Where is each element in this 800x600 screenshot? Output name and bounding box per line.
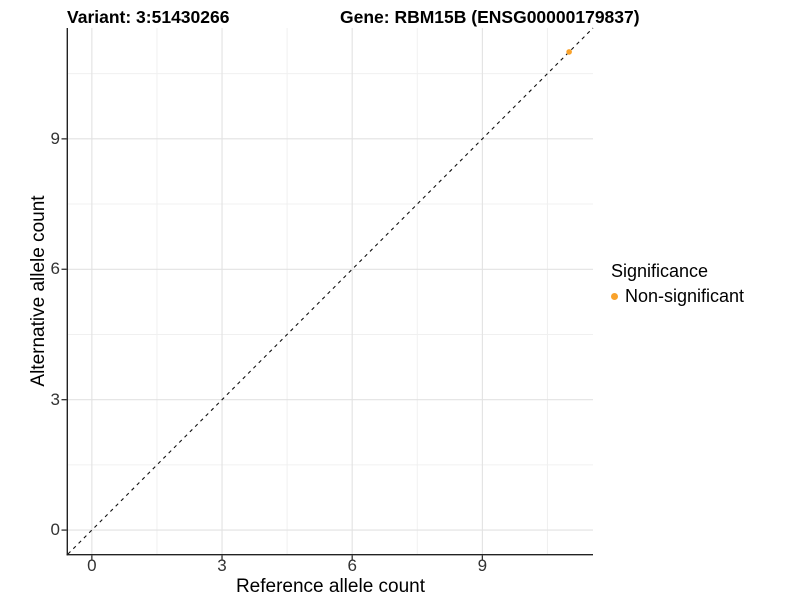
x-axis-title: Reference allele count (235, 576, 426, 597)
plot-panel (61, 27, 594, 561)
y-axis-title: Alternative allele count (28, 195, 49, 387)
legend: Significance Non-significant (611, 261, 744, 307)
point-marker-icon (611, 293, 618, 300)
x-tick-label: 3 (217, 556, 227, 575)
x-tick-label: 9 (477, 556, 488, 575)
y-tick-label: 6 (50, 259, 60, 279)
data-point (566, 49, 572, 55)
legend-item-label: Non-significant (625, 286, 745, 306)
identity-line (67, 27, 594, 555)
y-tick-label: 3 (50, 389, 60, 409)
y-axis-tick-labels: 0 3 6 9 (0, 28, 60, 554)
x-tick-label: 6 (347, 556, 357, 575)
y-tick-label: 9 (50, 128, 60, 148)
y-tick-label: 0 (50, 520, 60, 540)
legend-item: Non-significant (611, 286, 744, 307)
variant-title: Variant: 3:51430266 (67, 7, 230, 27)
x-axis-tick-labels: 0 3 6 9 (68, 556, 593, 578)
gene-title: Gene: RBM15B (ENSG00000179837) (340, 7, 640, 27)
x-tick-label: 0 (87, 556, 97, 575)
legend-title: Significance (611, 261, 709, 281)
